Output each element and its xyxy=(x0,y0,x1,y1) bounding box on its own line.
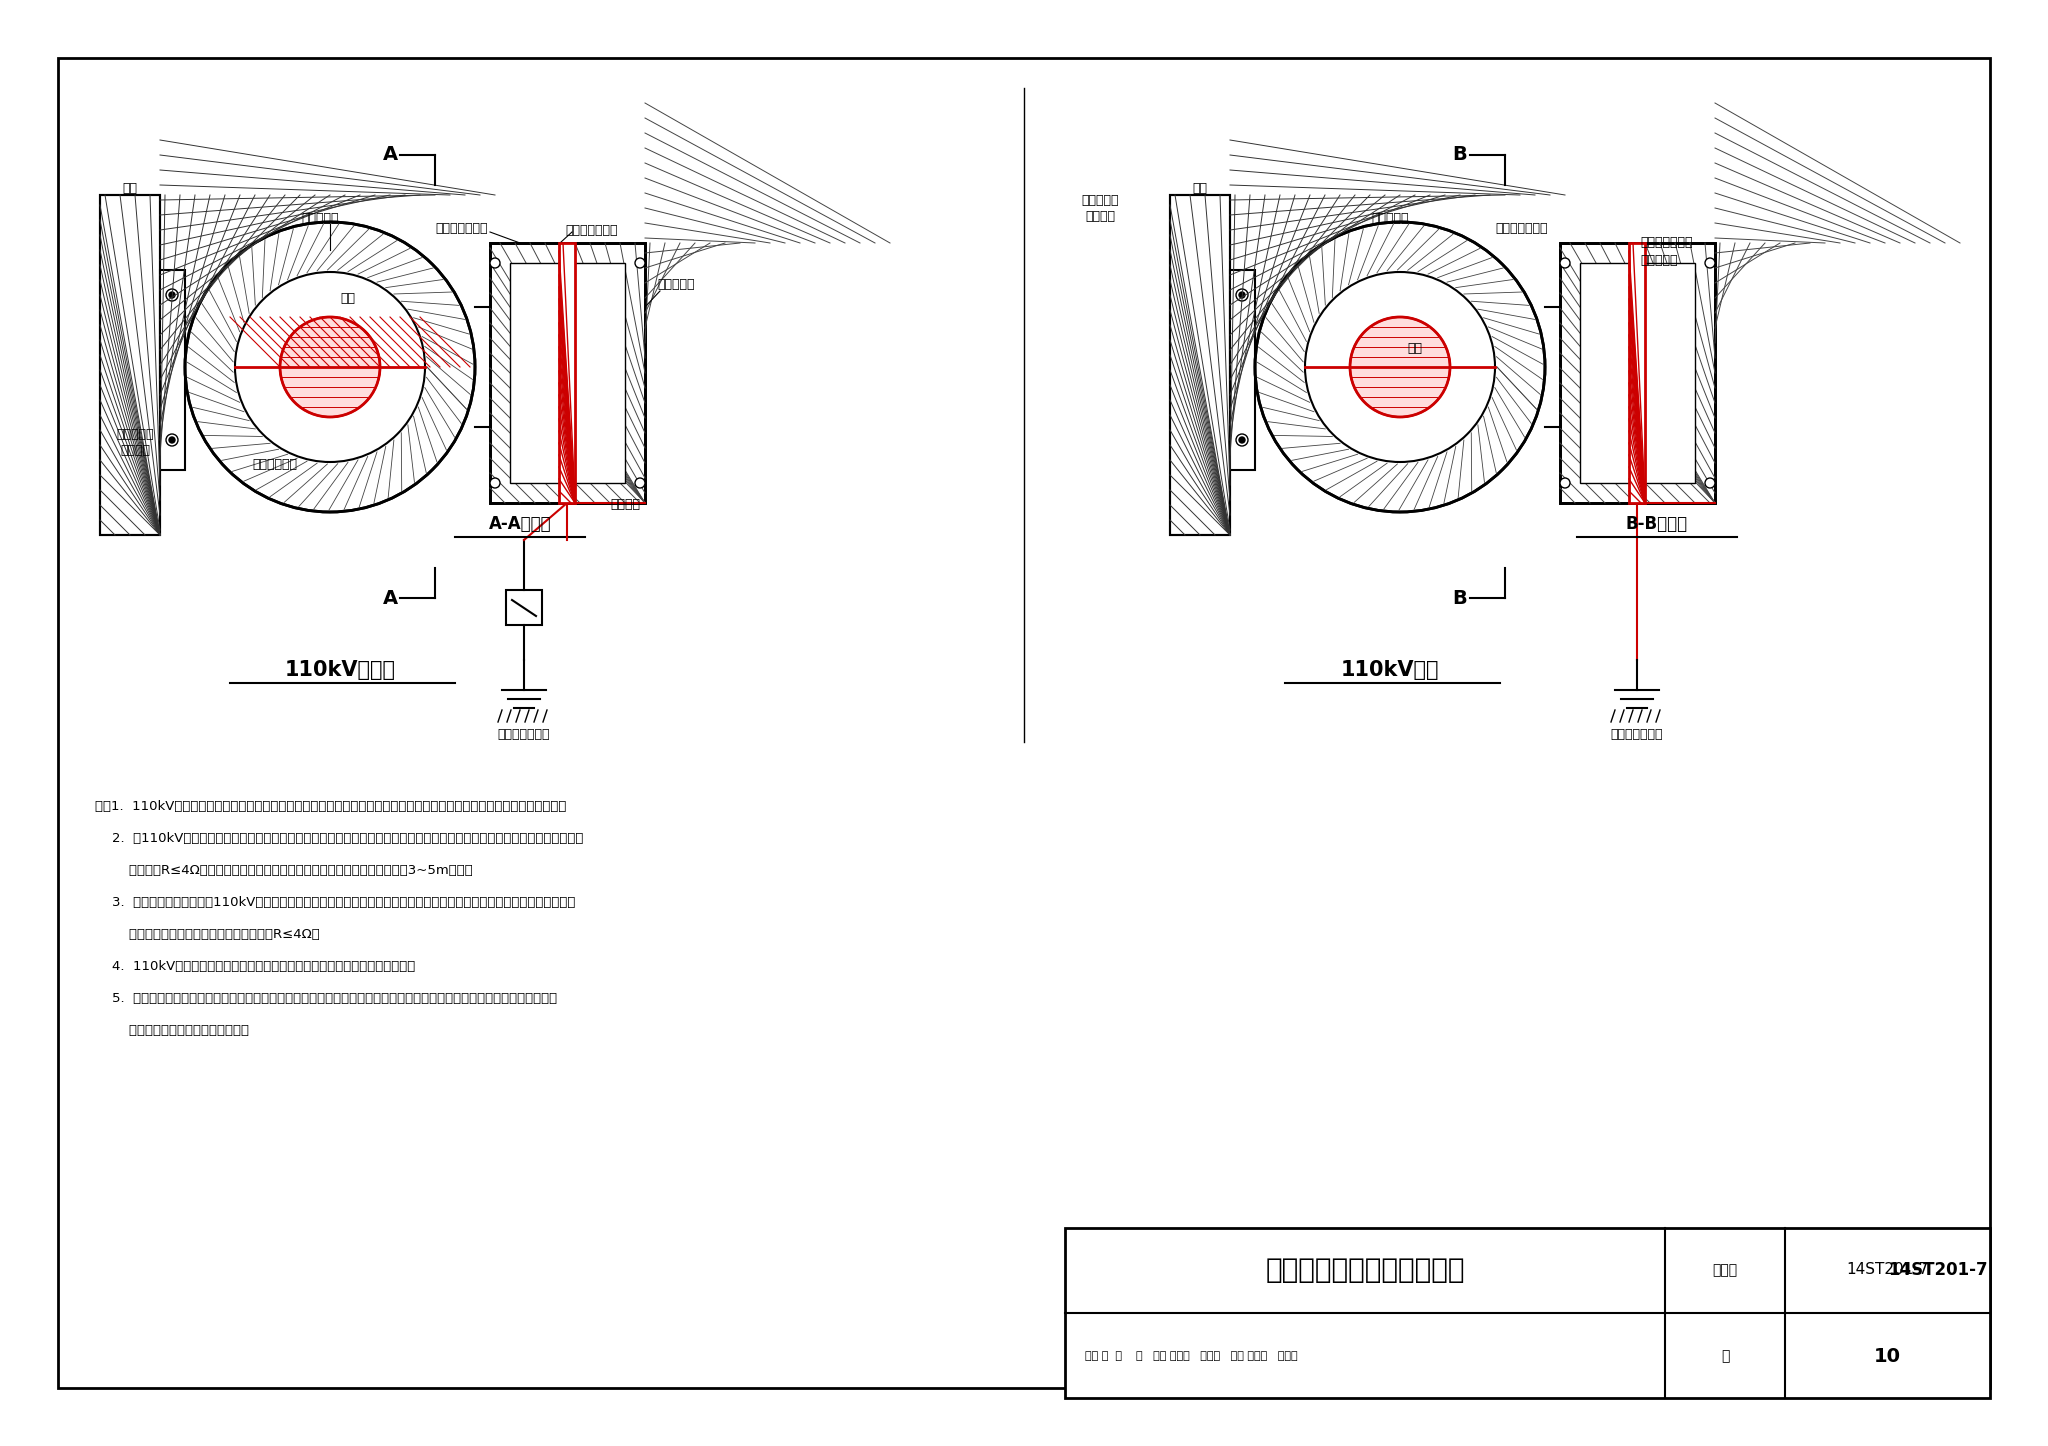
Text: 电流互感器: 电流互感器 xyxy=(657,279,694,292)
Bar xyxy=(1065,1228,1991,1398)
Bar xyxy=(1231,270,1255,470)
Text: 110kV及以上: 110kV及以上 xyxy=(285,659,395,680)
Text: B: B xyxy=(1452,146,1466,165)
Text: 安装固定螺栓: 安装固定螺栓 xyxy=(252,458,297,471)
Text: 变电所接地装置: 变电所接地装置 xyxy=(498,729,551,742)
Text: 110kV以下: 110kV以下 xyxy=(1341,659,1440,680)
Circle shape xyxy=(489,257,500,268)
Text: 2.  在110kV及以上电缆终端站内（电缆与架空线转换处），电缆终端头的金属护层宜通过接地刀闸单独接地，设计无要求时，: 2. 在110kV及以上电缆终端站内（电缆与架空线转换处），电缆终端头的金属护层… xyxy=(94,831,584,844)
Text: 出线端子: 出线端子 xyxy=(121,444,150,457)
Text: 电缆: 电缆 xyxy=(1407,341,1423,354)
Circle shape xyxy=(635,257,645,268)
Text: 变电所接地装置: 变电所接地装置 xyxy=(1610,729,1663,742)
Text: 页: 页 xyxy=(1720,1349,1729,1364)
Text: A: A xyxy=(383,589,397,607)
Text: 图集号: 图集号 xyxy=(1712,1262,1737,1277)
Bar xyxy=(489,243,645,503)
Bar xyxy=(1561,243,1714,503)
Circle shape xyxy=(166,289,178,301)
Circle shape xyxy=(1239,437,1245,442)
Circle shape xyxy=(166,434,178,445)
Circle shape xyxy=(281,317,381,416)
Text: 电力电缆金属防护层接地图: 电力电缆金属防护层接地图 xyxy=(1266,1257,1464,1284)
Text: 接地刀闸: 接地刀闸 xyxy=(610,499,639,512)
Text: 注：1.  110kV及以上中性点有效接地系统单芯电缆的电缆接地终端金属防护层，应通过接地刀闸直接与变电站接地装置连接。: 注：1. 110kV及以上中性点有效接地系统单芯电缆的电缆接地终端金属防护层，应… xyxy=(94,800,567,813)
Text: 柜体: 柜体 xyxy=(123,182,137,195)
Circle shape xyxy=(1561,479,1571,487)
Text: 接地电阻R≤4Ω。电缆护层的单独接地极与架空避雷线接地体之间，应保持3~5m间距。: 接地电阻R≤4Ω。电缆护层的单独接地极与架空避雷线接地体之间，应保持3~5m间距… xyxy=(94,865,473,878)
Bar xyxy=(559,243,575,503)
Text: 电缆金属防护层: 电缆金属防护层 xyxy=(434,221,487,234)
Text: 审核 王  磊    芝   校对 蔡志刚   蔡志刚   设计 封彬彬   刘博博: 审核 王 磊 芝 校对 蔡志刚 蔡志刚 设计 封彬彬 刘博博 xyxy=(1085,1351,1298,1361)
Bar xyxy=(160,270,184,470)
Text: 柜体: 柜体 xyxy=(1192,182,1208,195)
Text: 电缆金属防护层: 电缆金属防护层 xyxy=(1495,221,1548,234)
Text: 缆金属护层和接地线应对地绝缘。: 缆金属护层和接地线应对地绝缘。 xyxy=(94,1024,250,1037)
Bar xyxy=(1169,195,1231,535)
Circle shape xyxy=(1305,272,1495,463)
Bar xyxy=(1169,195,1231,535)
Bar xyxy=(506,590,543,625)
Text: A-A剖面图: A-A剖面图 xyxy=(489,515,551,534)
Text: 互感器二次: 互感器二次 xyxy=(117,428,154,441)
Bar xyxy=(1579,263,1696,483)
Bar xyxy=(1561,243,1714,503)
Bar xyxy=(1628,243,1645,503)
Text: 10: 10 xyxy=(1874,1346,1901,1365)
Text: 电缆金属防护层: 电缆金属防护层 xyxy=(565,224,618,237)
Circle shape xyxy=(489,479,500,487)
Text: 5.  当电缆穿过零序电流互感器时，电缆头的接地线应通过零序电流互感器后接地；由电缆头至穿过零序电流互感器的一段电: 5. 当电缆穿过零序电流互感器时，电缆头的接地线应通过零序电流互感器后接地；由电… xyxy=(94,992,557,1005)
Bar xyxy=(100,195,160,535)
Bar xyxy=(489,243,645,503)
Text: 4.  110kV以下三芯电缆的电缆终端金属防护层应直接与变电站接地装置连接。: 4. 110kV以下三芯电缆的电缆终端金属防护层应直接与变电站接地装置连接。 xyxy=(94,960,416,973)
Bar xyxy=(100,195,160,535)
Text: 电流互感器: 电流互感器 xyxy=(1640,253,1677,266)
Text: 电流互感器: 电流互感器 xyxy=(301,211,338,224)
Text: 14ST201-7: 14ST201-7 xyxy=(1888,1261,1989,1280)
Text: A: A xyxy=(383,146,397,165)
Circle shape xyxy=(1237,289,1247,301)
Circle shape xyxy=(170,437,174,442)
Circle shape xyxy=(1350,317,1450,416)
Circle shape xyxy=(170,292,174,298)
Text: 互感器二次: 互感器二次 xyxy=(1081,194,1118,207)
Bar xyxy=(510,263,625,483)
Circle shape xyxy=(1561,257,1571,268)
Text: 电缆金属防护层: 电缆金属防护层 xyxy=(1640,237,1692,250)
Text: 出线端子: 出线端子 xyxy=(1085,210,1114,223)
Circle shape xyxy=(1706,479,1714,487)
Circle shape xyxy=(1239,292,1245,298)
Circle shape xyxy=(635,479,645,487)
Text: B: B xyxy=(1452,589,1466,607)
Text: 电流互感器: 电流互感器 xyxy=(1372,211,1409,224)
Circle shape xyxy=(1237,434,1247,445)
Text: 线合一接地体，设计无要求时，接地电阻R≤4Ω。: 线合一接地体，设计无要求时，接地电阻R≤4Ω。 xyxy=(94,928,319,941)
Circle shape xyxy=(184,223,475,512)
Circle shape xyxy=(236,272,426,463)
Circle shape xyxy=(1706,257,1714,268)
Text: 电缆: 电缆 xyxy=(340,292,356,305)
Circle shape xyxy=(1255,223,1544,512)
Text: B-B剖面图: B-B剖面图 xyxy=(1626,515,1688,534)
Text: 14ST201-7: 14ST201-7 xyxy=(1845,1262,1927,1277)
Text: 3.  安装在架空线杆塔上的110kV及以上电缆终端头，两者的接地装置难以分开时，电缆金属护层通过接地刀闸后与架空避雷: 3. 安装在架空线杆塔上的110kV及以上电缆终端头，两者的接地装置难以分开时，… xyxy=(94,897,575,910)
